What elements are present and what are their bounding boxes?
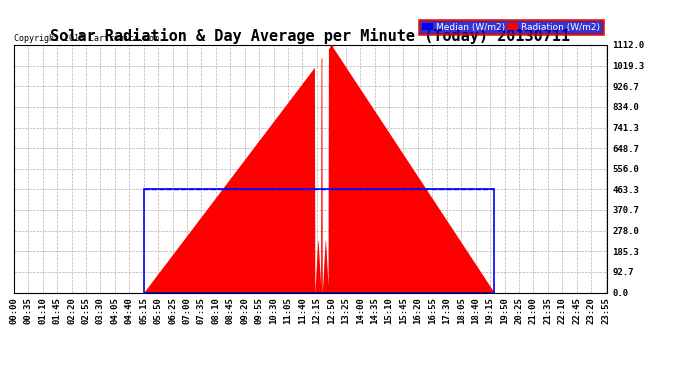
Bar <box>144 189 494 292</box>
Title: Solar Radiation & Day Average per Minute (Today) 20130711: Solar Radiation & Day Average per Minute… <box>50 28 571 44</box>
Legend: Median (W/m2), Radiation (W/m2): Median (W/m2), Radiation (W/m2) <box>420 20 602 34</box>
Text: Copyright 2013 Cartronics.com: Copyright 2013 Cartronics.com <box>14 33 159 42</box>
